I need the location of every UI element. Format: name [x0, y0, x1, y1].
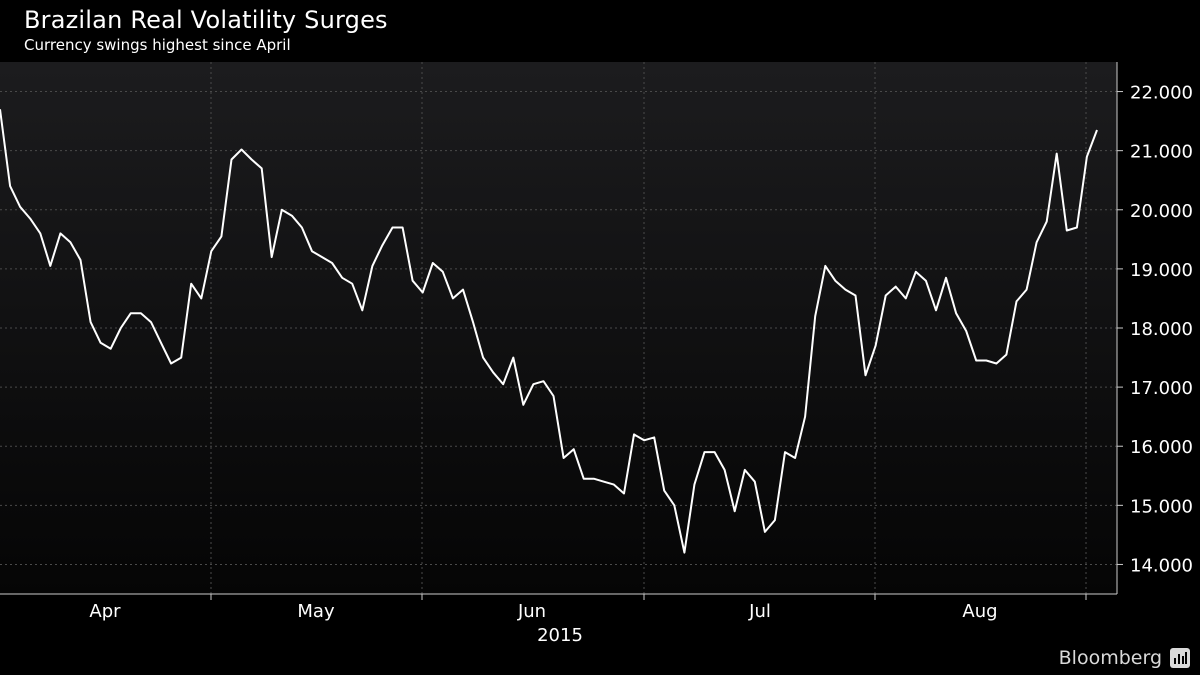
x-tick-label: May	[297, 601, 335, 622]
y-tick-label: 17.000	[1130, 378, 1193, 399]
chart-subtitle: Currency swings highest since April	[24, 36, 291, 54]
x-tick-label: Jul	[748, 601, 771, 622]
y-tick-label: 19.000	[1130, 260, 1193, 281]
y-tick-label: 22.000	[1130, 83, 1193, 104]
y-tick-label: 14.000	[1130, 555, 1193, 576]
x-tick-label: Apr	[89, 601, 121, 622]
bloomberg-terminal-icon	[1170, 648, 1190, 668]
brand-name: Bloomberg	[1058, 647, 1162, 669]
bloomberg-logo: Bloomberg	[1059, 647, 1190, 669]
chart-title: Brazilan Real Volatility Surges	[24, 6, 388, 34]
x-year-label: 2015	[537, 625, 583, 646]
y-tick-label: 21.000	[1130, 142, 1193, 163]
y-tick-label: 16.000	[1130, 437, 1193, 458]
x-tick-label: Jun	[517, 601, 546, 622]
y-tick-label: 15.000	[1130, 496, 1193, 517]
y-tick-label: 20.000	[1130, 201, 1193, 222]
y-tick-label: 18.000	[1130, 319, 1193, 340]
x-tick-label: Aug	[962, 601, 997, 622]
series-line	[0, 109, 1098, 554]
plot-area	[0, 62, 1117, 594]
